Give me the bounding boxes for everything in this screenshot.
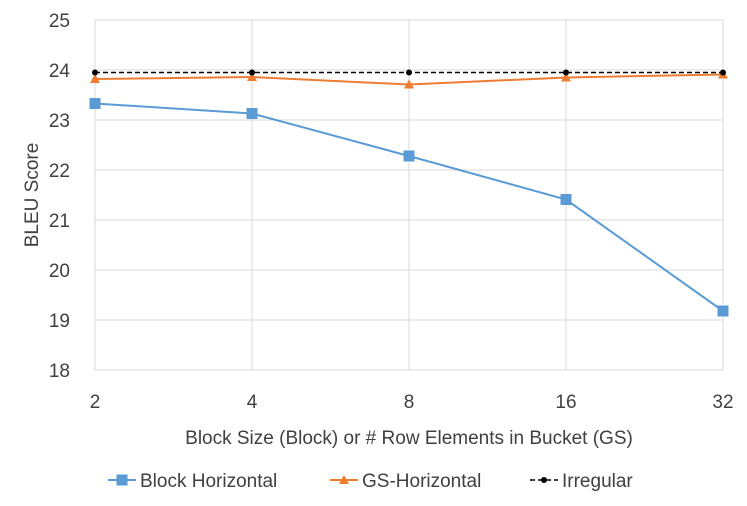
legend-swatch-marker [116,474,128,486]
data-point-gs-horizontal [90,74,100,83]
legend: Block Horizontal GS-Horizontal Irregular [108,471,633,492]
x-tick-label: 32 [712,392,733,413]
series-block-horizontal [89,98,729,317]
data-point-irregular [92,69,98,76]
y-tick-label: 23 [49,111,70,132]
y-tick-labels: 18 19 20 21 22 23 24 25 [49,11,71,382]
legend-swatch-marker [541,477,547,483]
y-tick-label: 21 [49,211,70,232]
y-tick-label: 18 [49,361,70,382]
data-point-irregular [563,69,569,76]
data-point-gs-horizontal [247,72,257,81]
plot-area-border [94,19,724,371]
legend-item-block-horizontal: Block Horizontal [108,471,277,492]
x-axis-title: Block Size (Block) or # Row Elements in … [185,428,633,449]
legend-label: GS-Horizontal [362,471,481,492]
series-gs-horizontal [90,69,728,89]
legend-label: Irregular [562,471,633,492]
y-tick-label: 19 [49,311,70,332]
legend-item-gs-horizontal: GS-Horizontal [330,471,481,492]
data-point-irregular [406,69,412,76]
data-point-block-horizontal [560,194,572,205]
x-tick-label: 8 [404,392,415,413]
data-point-gs-horizontal [404,79,414,89]
data-point-irregular [249,69,255,76]
y-tick-label: 24 [49,61,71,82]
data-point-block-horizontal [246,108,258,119]
data-point-block-horizontal [403,150,415,162]
series-layer [89,69,729,317]
legend-label: Block Horizontal [140,471,277,492]
y-tick-label: 20 [49,261,70,282]
data-point-gs-horizontal [561,72,571,82]
legend-swatch-marker [339,475,349,484]
data-point-irregular [720,69,726,76]
x-tick-label: 4 [247,392,258,413]
data-point-block-horizontal [89,98,101,109]
y-axis-title: BLEU Score [22,143,43,248]
x-tick-label: 2 [90,392,101,413]
series-irregular [92,69,726,76]
data-point-block-horizontal [717,305,729,317]
y-tick-label: 22 [49,161,70,182]
x-tick-labels: 2 4 8 16 32 [90,392,734,413]
y-tick-label: 25 [49,11,70,32]
legend-item-irregular: Irregular [530,471,633,492]
x-tick-label: 16 [555,392,576,413]
